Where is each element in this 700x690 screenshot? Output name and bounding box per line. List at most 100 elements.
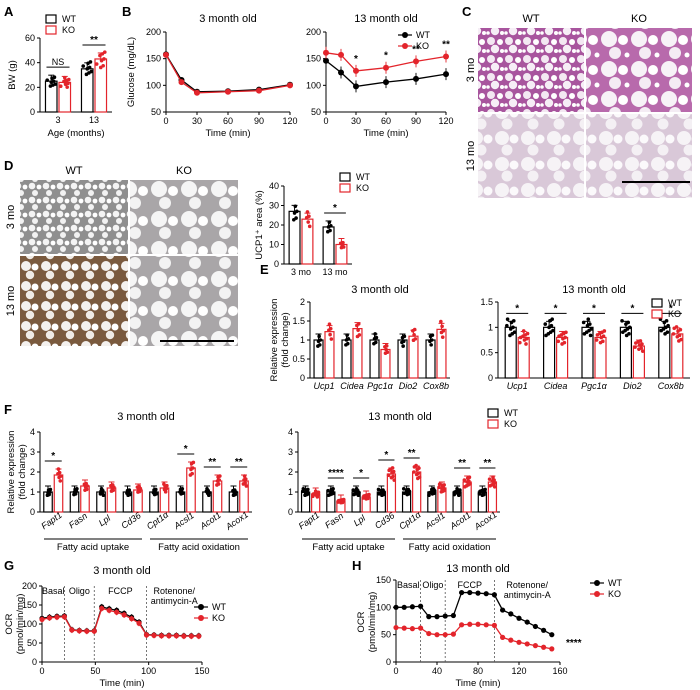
panel-letter-b: B: [122, 4, 131, 19]
f2-point-fasn-wt: [326, 488, 330, 493]
f2-x-tick-label-lpl: Lpl: [352, 512, 368, 528]
h-phase-label-0: Basal: [397, 580, 420, 590]
e1-point-cox8b-wt: [429, 338, 434, 342]
a-x-tick-label-3: 3: [55, 115, 60, 125]
e2-point-cox8b-ko: [672, 326, 677, 331]
e2-point-cox8b-ko: [671, 332, 676, 336]
f2-point-cpt1-ko: [417, 466, 421, 470]
h-point-ko-15: [516, 639, 522, 645]
h-point-ko-14: [508, 637, 514, 643]
a-point-3-wt: [52, 75, 57, 80]
g-y-tick-label: 200: [22, 581, 37, 591]
f2-point-cpt1-ko: [416, 471, 421, 476]
b2-y-tick-label: 200: [306, 27, 321, 37]
b1-point-ko-1: [178, 79, 185, 86]
b2-point-ko-3: [383, 64, 389, 71]
b1-y-tick-label: 100: [146, 80, 161, 90]
f2-x-tick-label-fapt1: Fapt1: [297, 510, 322, 531]
chart-b-glucose-3mo: 50 100 150 200 0 30 60 90 120 Time (min) Glucose (…: [126, 13, 298, 139]
f1-point-cd36-ko: [137, 489, 142, 494]
d-point-3-mo-wt: [294, 216, 298, 220]
f1-point-acot1-ko: [216, 482, 221, 486]
g-point-ko-0: [39, 616, 45, 623]
b1-y-tick-label: 150: [146, 54, 161, 64]
e2-y-tick-label: 1: [488, 322, 493, 332]
f1-point-cpt1-wt: [153, 487, 158, 492]
h-point-wt-2: [409, 604, 415, 610]
f2-point-lpl-wt: [357, 490, 361, 495]
f2-point-fapt1-wt: [306, 487, 310, 492]
f1-group-label-0: Fatty acid uptake: [57, 542, 129, 553]
micrograph-d-col-wt: WT: [65, 165, 82, 177]
f1-x-tick-label-fasn: Fasn: [67, 511, 89, 531]
a-sig-label-3: NS: [52, 57, 65, 67]
e2-sig-label-cox8b: *: [669, 303, 673, 314]
h-point-ko-1: [401, 625, 407, 631]
e2-legend-swatch-ko: [651, 309, 663, 319]
h-point-ko-10: [475, 621, 481, 627]
micrograph-c-row-3mo: 3 mo: [465, 58, 477, 82]
d-y-axis-label: UCP1⁺ area (%): [254, 190, 265, 259]
f2-point-acox1-wt: [478, 489, 482, 494]
f2-sig-label-lpl: *: [359, 468, 363, 479]
e1-point-pgc1-wt: [373, 340, 378, 345]
f2-point-acsl1-ko: [442, 488, 447, 493]
a-point-13-wt: [88, 60, 93, 64]
g-y-axis-label: OCR: [4, 613, 15, 634]
e2-point-dio2-ko: [638, 339, 643, 343]
h-phase-label-1: Oligo: [422, 580, 443, 590]
d-point-3-mo-wt: [295, 209, 299, 214]
e2-point-pgc1-wt: [588, 333, 593, 338]
e2-y-tick-label: 0: [488, 373, 493, 383]
h-point-wt-10: [475, 590, 481, 596]
h-point-wt-1: [401, 604, 407, 610]
f1-point-acsl1-ko: [190, 466, 195, 470]
f1-point-acox1-ko: [242, 474, 247, 478]
e2-point-dio2-ko: [634, 341, 638, 345]
h-point-wt-14: [508, 611, 514, 617]
e1-point-pgc1-ko: [384, 344, 389, 348]
e1-point-cox8b-wt: [430, 333, 435, 337]
e2-point-dio2-ko: [640, 342, 644, 346]
h-phase-label-2: FCCP: [458, 580, 483, 590]
h-point-ko-18: [541, 644, 547, 650]
e2-point-dio2-ko: [639, 346, 644, 350]
b1-title: 3 month old: [199, 13, 256, 25]
f2-point-fapt1-wt: [301, 487, 306, 491]
f2-y-tick-label: 4: [288, 427, 293, 437]
h-point-wt-5: [434, 614, 440, 620]
chart-e-expression-3mo: 0 0.5 1 1.5 2 Ucp1 Cidea Pgc1α Dio2 Cox8b Relative…: [269, 284, 450, 391]
f1-point-acsl1-wt: [180, 487, 185, 491]
panel-letter-g: G: [4, 558, 14, 573]
f2-point-acot1-ko: [462, 478, 467, 482]
f2-x-tick-label-acot1: Acot1: [447, 510, 472, 532]
f2-y-tick-label: 3: [288, 447, 293, 457]
e2-legend-label-wt: WT: [668, 298, 682, 308]
a-point-13-ko: [101, 63, 105, 68]
e2-legend-label-ko: KO: [668, 309, 681, 319]
micrograph-d-ko-3mo: [130, 180, 238, 254]
g-legend-marker-wt: [198, 604, 204, 610]
e1-point-dio2-ko: [413, 337, 418, 341]
e1-point-dio2-ko: [412, 333, 416, 337]
h-point-wt-0: [393, 604, 399, 610]
f1-sig-label-fapt1: *: [51, 451, 55, 462]
f2-point-cd36-ko: [391, 469, 396, 474]
h-point-ko-5: [434, 632, 440, 638]
h-point-wt-16: [524, 619, 530, 625]
e2-point-dio2-wt: [621, 330, 625, 334]
h-point-ko-16: [524, 641, 530, 647]
e1-point-dio2-ko: [412, 327, 417, 332]
e1-title: 3 month old: [351, 284, 408, 296]
d-y-tick-label: 20: [269, 220, 279, 230]
h-point-wt-12: [491, 592, 497, 598]
g-point-ko-7: [91, 628, 97, 634]
f1-y-axis-label-unit: (fold change): [17, 444, 28, 499]
f1-point-fasn-wt: [75, 487, 79, 491]
f1-x-tick-label-acox1: Acox1: [223, 509, 250, 532]
micrograph-c-wt-13mo: [478, 114, 584, 198]
h-x-tick-label: 40: [432, 666, 442, 676]
e1-point-cidea-ko: [356, 328, 360, 332]
f2-point-acox1-ko: [492, 478, 496, 482]
f2-point-fasn-ko: [336, 498, 341, 503]
